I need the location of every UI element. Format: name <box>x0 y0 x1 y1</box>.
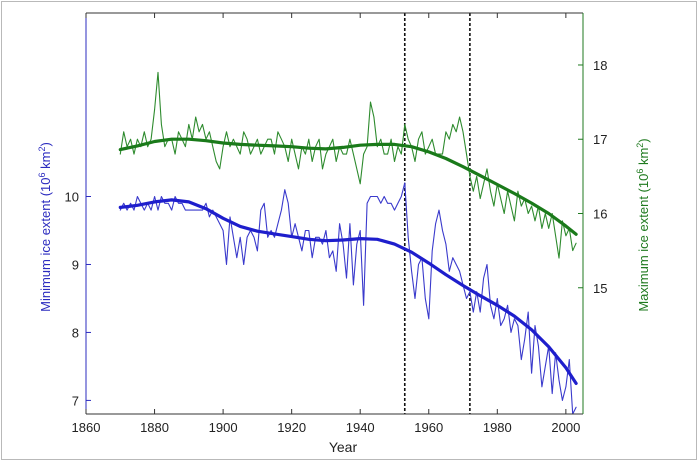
left-tick-label-9: 9 <box>72 257 79 272</box>
plot-area <box>86 13 583 414</box>
minimum-ice-raw-line <box>119 182 577 415</box>
x-axis-label: Year <box>329 439 358 455</box>
right-tick-label-15: 15 <box>593 281 607 296</box>
right-tick-label-17: 17 <box>593 132 607 147</box>
left-axis-label: Minimum ice extent (106 km2) <box>37 142 53 312</box>
x-tick-label-1960: 1960 <box>414 420 443 435</box>
right-tick-label-18: 18 <box>593 58 607 73</box>
right-tick-label-16: 16 <box>593 207 607 222</box>
left-tick-label-10: 10 <box>65 190 79 205</box>
x-tick-label-1860: 1860 <box>72 420 101 435</box>
left-axis-label-sup: 6 <box>37 172 47 177</box>
right-axis-label-end: ) <box>636 138 651 142</box>
x-tick-label-1920: 1920 <box>277 420 306 435</box>
x-tick-label-1880: 1880 <box>140 420 169 435</box>
right-axis-label: Maximum ice extent (106 km2) <box>635 138 651 311</box>
x-tick-label-1980: 1980 <box>483 420 512 435</box>
left-axis-label-text: Minimum ice extent (10 <box>38 177 53 311</box>
right-axis-label-text: Maximum ice extent (10 <box>636 174 651 312</box>
right-axis-label-sup: 6 <box>635 169 645 174</box>
left-axis-label-end: ) <box>38 142 53 146</box>
maximum-ice-smooth-line <box>118 137 578 236</box>
x-tick-label-2000: 2000 <box>551 420 580 435</box>
x-tick-label-1940: 1940 <box>346 420 375 435</box>
left-tick-label-8: 8 <box>72 325 79 340</box>
left-tick-label-7: 7 <box>72 393 79 408</box>
minimum-ice-smooth-line <box>118 198 578 385</box>
left-axis-label-unit: km <box>38 152 53 173</box>
x-tick-label-1900: 1900 <box>209 420 238 435</box>
left-axis-label-sup2: 2 <box>37 146 47 151</box>
right-axis-label-sup2: 2 <box>635 143 645 148</box>
right-axis-label-unit: km <box>636 148 651 169</box>
